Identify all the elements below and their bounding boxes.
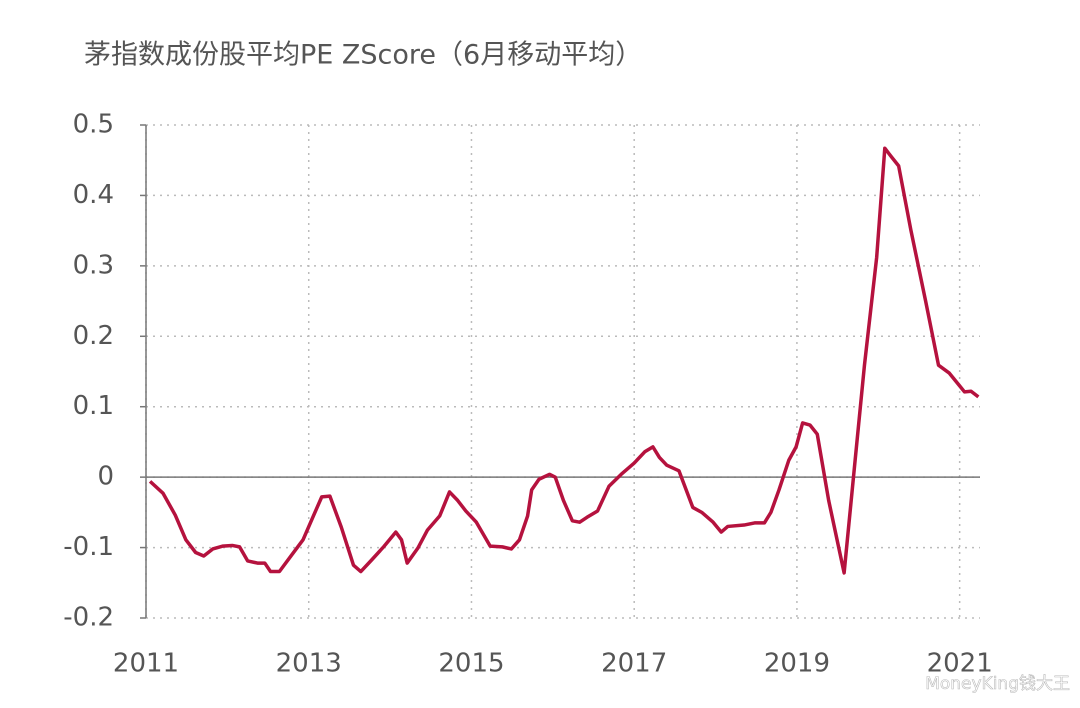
y-tick-label: -0.1 [63, 532, 114, 562]
x-tick-label: 2011 [113, 649, 179, 679]
x-tick-label: 2013 [276, 649, 342, 679]
chart-title: 茅指数成份股平均PE ZScore（6月移动平均） [84, 40, 642, 71]
x-tick-label: 2019 [764, 649, 830, 679]
y-tick-label: 0.4 [73, 180, 114, 210]
x-tick-label: 2021 [927, 649, 993, 679]
data-line [148, 146, 980, 575]
y-tick-label: -0.2 [63, 603, 114, 633]
x-tick-label: 2017 [601, 649, 667, 679]
y-tick-label: 0.5 [73, 110, 114, 140]
y-tick-label: 0 [97, 462, 114, 492]
x-tick-label: 2015 [438, 649, 504, 679]
watermark: MoneyKing钱大王 [925, 674, 1070, 694]
y-tick-label: 0.2 [73, 321, 114, 351]
y-tick-label: 0.1 [73, 391, 114, 421]
y-tick-label: 0.3 [73, 250, 114, 280]
